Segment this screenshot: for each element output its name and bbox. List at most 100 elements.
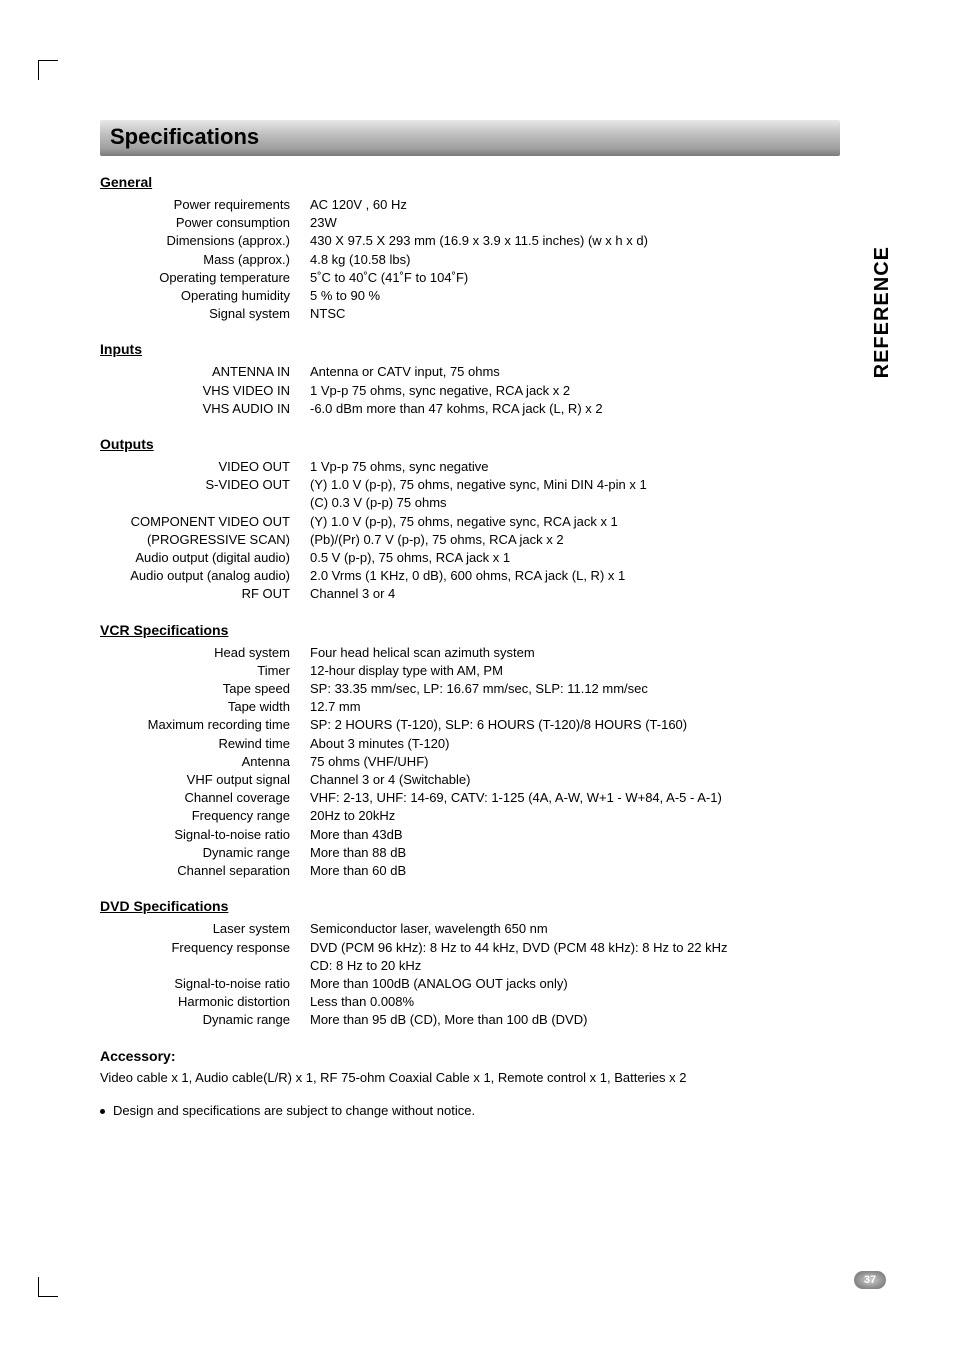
spec-value: 4.8 kg (10.58 lbs) [310,251,894,269]
spec-label: Power requirements [100,196,310,214]
spec-row: CD: 8 Hz to 20 kHz [100,957,894,975]
spec-row: COMPONENT VIDEO OUT(Y) 1.0 V (p-p), 75 o… [100,513,894,531]
spec-row: Tape width12.7 mm [100,698,894,716]
spec-row: Harmonic distortionLess than 0.008% [100,993,894,1011]
spec-row: VIDEO OUT1 Vp-p 75 ohms, sync negative [100,458,894,476]
spec-value: About 3 minutes (T-120) [310,735,894,753]
section-heading: DVD Specifications [100,898,894,914]
spec-label: Signal-to-noise ratio [100,975,310,993]
spec-value: Channel 3 or 4 [310,585,894,603]
spec-label: VHS AUDIO IN [100,400,310,418]
spec-value: Semiconductor laser, wavelength 650 nm [310,920,894,938]
spec-label: Rewind time [100,735,310,753]
spec-value: -6.0 dBm more than 47 kohms, RCA jack (L… [310,400,894,418]
spec-label: Channel coverage [100,789,310,807]
spec-label: Antenna [100,753,310,771]
spec-row: Maximum recording timeSP: 2 HOURS (T-120… [100,716,894,734]
spec-label: Mass (approx.) [100,251,310,269]
spec-label: Tape speed [100,680,310,698]
spec-value: (Y) 1.0 V (p-p), 75 ohms, negative sync,… [310,476,894,494]
spec-value: More than 60 dB [310,862,894,880]
spec-label: Signal system [100,305,310,323]
spec-value: Less than 0.008% [310,993,894,1011]
spec-row: Signal-to-noise ratioMore than 100dB (AN… [100,975,894,993]
section-accessory: Accessory: Video cable x 1, Audio cable(… [100,1048,894,1085]
spec-row: Power requirementsAC 120V , 60 Hz [100,196,894,214]
spec-value: SP: 33.35 mm/sec, LP: 16.67 mm/sec, SLP:… [310,680,894,698]
spec-value: SP: 2 HOURS (T-120), SLP: 6 HOURS (T-120… [310,716,894,734]
spec-value: AC 120V , 60 Hz [310,196,894,214]
section-inputs: Inputs ANTENNA INAntenna or CATV input, … [100,341,894,418]
spec-label: VHS VIDEO IN [100,382,310,400]
crop-mark-bottom-left [38,1277,58,1297]
spec-value: 5 % to 90 % [310,287,894,305]
spec-row: VHS AUDIO IN-6.0 dBm more than 47 kohms,… [100,400,894,418]
spec-label: Harmonic distortion [100,993,310,1011]
spec-value: More than 100dB (ANALOG OUT jacks only) [310,975,894,993]
spec-label [100,494,310,512]
spec-row: (C) 0.3 V (p-p) 75 ohms [100,494,894,512]
spec-value: (Y) 1.0 V (p-p), 75 ohms, negative sync,… [310,513,894,531]
spec-label: Dynamic range [100,844,310,862]
spec-label: Dynamic range [100,1011,310,1029]
spec-row: Tape speedSP: 33.35 mm/sec, LP: 16.67 mm… [100,680,894,698]
bullet-icon [100,1109,105,1114]
spec-label [100,957,310,975]
spec-row: (PROGRESSIVE SCAN)(Pb)/(Pr) 0.7 V (p-p),… [100,531,894,549]
spec-row: Timer12-hour display type with AM, PM [100,662,894,680]
spec-label: VIDEO OUT [100,458,310,476]
spec-row: VHS VIDEO IN1 Vp-p 75 ohms, sync negativ… [100,382,894,400]
spec-value: 5˚C to 40˚C (41˚F to 104˚F) [310,269,894,287]
spec-value: 75 ohms (VHF/UHF) [310,753,894,771]
spec-label: Frequency response [100,939,310,957]
spec-row: Frequency responseDVD (PCM 96 kHz): 8 Hz… [100,939,894,957]
section-heading: Inputs [100,341,894,357]
spec-value: 1 Vp-p 75 ohms, sync negative, RCA jack … [310,382,894,400]
spec-row: VHF output signalChannel 3 or 4 (Switcha… [100,771,894,789]
spec-label: Channel separation [100,862,310,880]
spec-row: Audio output (digital audio)0.5 V (p-p),… [100,549,894,567]
spec-value: DVD (PCM 96 kHz): 8 Hz to 44 kHz, DVD (P… [310,939,894,957]
footnote: Design and specifications are subject to… [100,1103,894,1118]
spec-row: Rewind timeAbout 3 minutes (T-120) [100,735,894,753]
spec-row: Dimensions (approx.)430 X 97.5 X 293 mm … [100,232,894,250]
spec-label: ANTENNA IN [100,363,310,381]
spec-value: More than 88 dB [310,844,894,862]
spec-label: Operating temperature [100,269,310,287]
page: Specifications REFERENCE General Power r… [0,0,954,1351]
side-tab: REFERENCE [871,246,894,378]
spec-value: 20Hz to 20kHz [310,807,894,825]
spec-label: Tape width [100,698,310,716]
spec-value: More than 95 dB (CD), More than 100 dB (… [310,1011,894,1029]
spec-value: (Pb)/(Pr) 0.7 V (p-p), 75 ohms, RCA jack… [310,531,894,549]
page-title: Specifications [110,124,830,150]
spec-value: 430 X 97.5 X 293 mm (16.9 x 3.9 x 11.5 i… [310,232,894,250]
crop-mark-top-left [38,60,58,80]
section-heading: VCR Specifications [100,622,894,638]
spec-value: 2.0 Vrms (1 KHz, 0 dB), 600 ohms, RCA ja… [310,567,894,585]
spec-label: S-VIDEO OUT [100,476,310,494]
spec-label: Maximum recording time [100,716,310,734]
spec-row: Operating humidity5 % to 90 % [100,287,894,305]
section-general: General Power requirementsAC 120V , 60 H… [100,174,894,323]
spec-label: RF OUT [100,585,310,603]
section-outputs: Outputs VIDEO OUT1 Vp-p 75 ohms, sync ne… [100,436,894,604]
spec-row: Power consumption23W [100,214,894,232]
spec-label: VHF output signal [100,771,310,789]
spec-value: Channel 3 or 4 (Switchable) [310,771,894,789]
spec-row: Signal-to-noise ratioMore than 43dB [100,826,894,844]
spec-label: Timer [100,662,310,680]
spec-value: 12.7 mm [310,698,894,716]
section-heading: General [100,174,894,190]
spec-label: Frequency range [100,807,310,825]
spec-row: Frequency range20Hz to 20kHz [100,807,894,825]
spec-row: Channel coverageVHF: 2-13, UHF: 14-69, C… [100,789,894,807]
spec-row: S-VIDEO OUT(Y) 1.0 V (p-p), 75 ohms, neg… [100,476,894,494]
section-heading: Accessory: [100,1048,894,1064]
spec-row: Laser systemSemiconductor laser, wavelen… [100,920,894,938]
section-dvd: DVD Specifications Laser systemSemicondu… [100,898,894,1029]
spec-value: Antenna or CATV input, 75 ohms [310,363,894,381]
spec-value: NTSC [310,305,894,323]
spec-label: Audio output (analog audio) [100,567,310,585]
spec-value: Four head helical scan azimuth system [310,644,894,662]
